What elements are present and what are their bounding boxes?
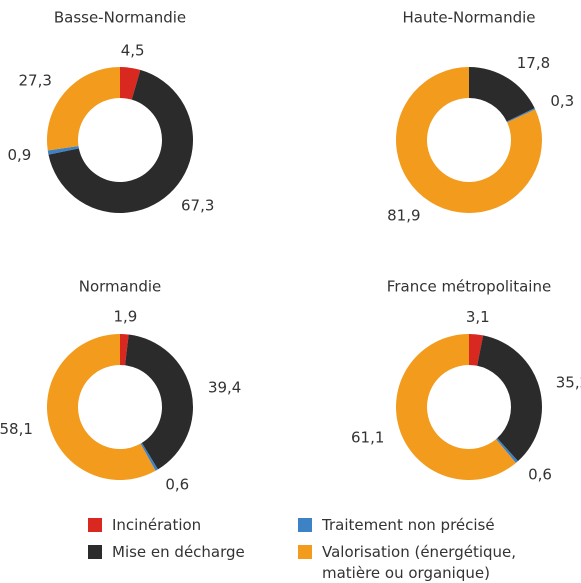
value-label: 3,1 [466,308,490,326]
value-label: 0,6 [165,475,189,493]
donut-slice [47,146,79,155]
donut-slice [395,67,542,213]
value-label: 0,9 [7,146,31,164]
donut-slice [506,108,536,123]
value-label: 61,1 [351,428,384,446]
donut-slice [120,67,141,100]
legend-swatch [88,518,102,532]
donut-slice [469,334,484,366]
value-label: 35,2 [556,373,581,391]
donut-slice [140,442,158,471]
donut-slice [477,335,542,462]
value-label: 39,4 [208,378,241,396]
legend-label: Valorisation (énergétique, matière ou or… [322,543,517,582]
chart-title: France métropolitaine [387,278,551,296]
value-label: 81,9 [387,206,420,224]
legend-swatch [298,545,312,559]
value-label: 58,1 [0,420,33,438]
value-label: 67,3 [181,197,214,215]
donut-slice [120,334,129,366]
donut-slice [469,67,535,122]
donut-slice [47,67,120,151]
value-label: 0,6 [528,465,552,483]
chart-title: Normandie [79,278,162,296]
value-label: 27,3 [19,72,52,90]
donut-slice [125,334,193,470]
chart-title: Basse-Normandie [54,9,186,27]
donut-slice [395,334,516,481]
donut-slice [48,69,193,213]
legend-label: Mise en décharge [112,543,245,561]
legend-swatch [298,518,312,532]
value-label: 4,5 [121,41,145,59]
chart-title: Haute-Normandie [402,9,535,27]
legend-swatch [88,545,102,559]
legend-label: Traitement non précisé [322,516,495,534]
value-label: 0,3 [550,92,574,110]
charts: Basse-Normandie 4,5 67,3 0,9 27,3 Haute-Norma… [0,9,581,494]
donut-slice [495,438,518,463]
value-label: 1,9 [113,308,137,326]
legend-label: Incinération [112,516,202,534]
donut-slice [46,334,156,480]
value-label: 17,8 [517,54,550,72]
